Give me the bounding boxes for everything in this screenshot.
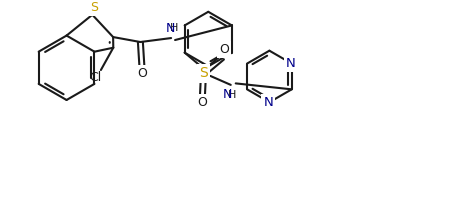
Text: Cl: Cl (89, 71, 101, 84)
Text: H: H (169, 23, 178, 33)
Text: O: O (219, 43, 229, 56)
Text: N: N (286, 57, 296, 70)
Text: H: H (228, 90, 236, 100)
Text: O: O (198, 96, 208, 109)
Text: S: S (90, 1, 99, 14)
Text: S: S (199, 66, 208, 80)
Text: O: O (137, 67, 147, 80)
Text: N: N (166, 22, 175, 35)
Text: N: N (264, 96, 273, 109)
Text: N: N (223, 88, 232, 101)
